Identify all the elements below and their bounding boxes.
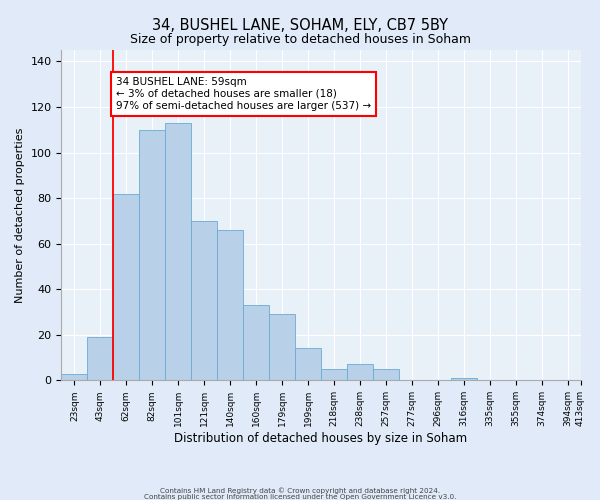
Bar [113, 194, 139, 380]
Bar [269, 314, 295, 380]
Bar [321, 369, 347, 380]
Text: Contains public sector information licensed under the Open Government Licence v3: Contains public sector information licen… [144, 494, 456, 500]
Bar [243, 305, 269, 380]
Bar [295, 348, 321, 380]
Text: Size of property relative to detached houses in Soham: Size of property relative to detached ho… [130, 32, 470, 46]
Bar [139, 130, 165, 380]
Bar [191, 221, 217, 380]
Bar [347, 364, 373, 380]
Bar [88, 337, 113, 380]
Bar [165, 123, 191, 380]
Bar [373, 369, 399, 380]
Bar [451, 378, 476, 380]
Bar [61, 374, 88, 380]
Text: 34, BUSHEL LANE, SOHAM, ELY, CB7 5BY: 34, BUSHEL LANE, SOHAM, ELY, CB7 5BY [152, 18, 448, 32]
X-axis label: Distribution of detached houses by size in Soham: Distribution of detached houses by size … [175, 432, 467, 445]
Text: Contains HM Land Registry data © Crown copyright and database right 2024.: Contains HM Land Registry data © Crown c… [160, 488, 440, 494]
Bar [217, 230, 243, 380]
Y-axis label: Number of detached properties: Number of detached properties [15, 128, 25, 303]
Text: 34 BUSHEL LANE: 59sqm
← 3% of detached houses are smaller (18)
97% of semi-detac: 34 BUSHEL LANE: 59sqm ← 3% of detached h… [116, 78, 371, 110]
